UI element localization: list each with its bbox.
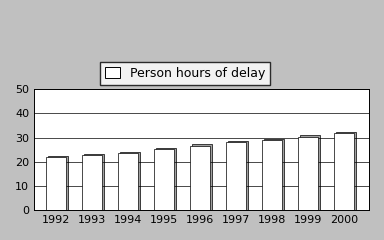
Bar: [82, 155, 101, 210]
Bar: [298, 137, 318, 210]
Bar: [84, 154, 104, 210]
Bar: [228, 141, 248, 210]
Bar: [226, 142, 246, 210]
Bar: [262, 140, 281, 210]
Bar: [118, 153, 137, 210]
Bar: [156, 148, 176, 210]
Bar: [264, 139, 284, 210]
Bar: [336, 132, 356, 210]
Bar: [300, 135, 320, 210]
Legend: Person hours of delay: Person hours of delay: [99, 62, 270, 85]
Bar: [154, 149, 174, 210]
Bar: [120, 152, 140, 210]
Bar: [190, 146, 210, 210]
Bar: [192, 144, 212, 210]
Bar: [46, 157, 66, 210]
Bar: [48, 156, 68, 210]
Bar: [334, 133, 354, 210]
